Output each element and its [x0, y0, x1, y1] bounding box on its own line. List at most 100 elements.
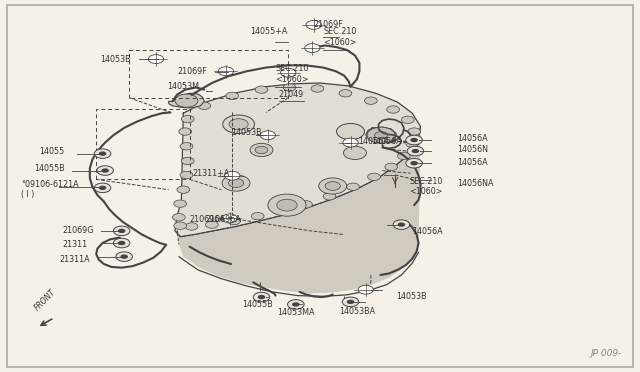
Text: 14053M: 14053M [168, 82, 200, 91]
Circle shape [407, 146, 424, 156]
Circle shape [406, 158, 422, 168]
Circle shape [275, 207, 288, 215]
Circle shape [410, 138, 418, 142]
Text: 14053B: 14053B [100, 55, 131, 64]
Text: 14056A: 14056A [457, 158, 487, 167]
Circle shape [226, 92, 239, 100]
Circle shape [228, 217, 241, 225]
Text: 21311+A: 21311+A [193, 169, 230, 177]
Circle shape [276, 199, 297, 211]
Text: 14056NA: 14056NA [457, 179, 493, 187]
Circle shape [116, 252, 132, 262]
Text: 14055B: 14055B [243, 300, 273, 309]
Circle shape [344, 146, 367, 160]
Circle shape [258, 295, 266, 299]
Circle shape [181, 157, 194, 165]
Text: 14053B: 14053B [396, 292, 427, 301]
Circle shape [173, 200, 186, 207]
Circle shape [280, 68, 296, 77]
Circle shape [406, 135, 422, 145]
Circle shape [118, 229, 125, 233]
Text: JP 009-: JP 009- [591, 349, 622, 358]
Circle shape [94, 183, 111, 193]
Circle shape [228, 179, 244, 187]
Circle shape [410, 161, 418, 166]
Circle shape [397, 222, 405, 227]
Circle shape [229, 119, 248, 130]
Circle shape [300, 201, 312, 208]
Text: 14056A: 14056A [412, 228, 443, 237]
Circle shape [252, 212, 264, 220]
Text: SEC.210
<1060>: SEC.210 <1060> [409, 177, 442, 196]
Circle shape [101, 169, 109, 173]
Circle shape [222, 214, 237, 223]
Circle shape [325, 182, 340, 190]
Circle shape [343, 138, 358, 147]
Circle shape [99, 186, 106, 190]
Text: °09106-6121A
( I ): °09106-6121A ( I ) [21, 180, 79, 199]
Text: 14053MA: 14053MA [276, 308, 314, 317]
Circle shape [305, 44, 320, 52]
Circle shape [401, 116, 414, 124]
Circle shape [177, 186, 189, 193]
Circle shape [287, 300, 304, 309]
Circle shape [367, 127, 395, 143]
Circle shape [385, 163, 397, 170]
Circle shape [198, 102, 211, 109]
Circle shape [179, 128, 191, 135]
Circle shape [368, 173, 380, 180]
Text: 14055B: 14055B [34, 164, 65, 173]
Circle shape [180, 142, 193, 150]
Text: 21069G: 21069G [63, 227, 94, 235]
Text: FRONT: FRONT [33, 288, 58, 313]
Circle shape [408, 128, 420, 135]
Text: 14055+A: 14055+A [250, 27, 287, 36]
Circle shape [342, 297, 359, 307]
Circle shape [94, 149, 111, 158]
Circle shape [412, 149, 419, 153]
Circle shape [118, 241, 125, 245]
Circle shape [337, 124, 365, 140]
Circle shape [173, 214, 185, 221]
Text: 21069F: 21069F [177, 67, 207, 77]
Circle shape [319, 178, 347, 194]
Text: 21311A: 21311A [60, 255, 90, 264]
Text: 14053BA: 14053BA [339, 307, 375, 315]
Text: 14053B: 14053B [231, 128, 262, 137]
Circle shape [374, 132, 387, 139]
Text: 14056A: 14056A [457, 134, 487, 143]
Circle shape [180, 171, 193, 179]
Circle shape [311, 85, 324, 92]
Circle shape [255, 146, 268, 154]
Circle shape [113, 226, 130, 235]
Circle shape [358, 285, 373, 294]
Circle shape [268, 194, 306, 216]
Circle shape [175, 94, 198, 107]
Circle shape [225, 171, 240, 180]
Text: 21311: 21311 [63, 240, 88, 249]
Circle shape [255, 86, 268, 93]
Circle shape [292, 302, 300, 307]
Text: SEC.210
<1060>: SEC.210 <1060> [323, 27, 356, 47]
Circle shape [347, 300, 355, 304]
Circle shape [397, 152, 410, 160]
Text: 14056A: 14056A [371, 137, 401, 146]
Circle shape [323, 193, 336, 200]
Text: 21069F: 21069F [314, 20, 344, 29]
Polygon shape [175, 83, 420, 237]
Circle shape [387, 106, 399, 113]
Circle shape [205, 221, 218, 228]
Circle shape [185, 223, 198, 230]
Polygon shape [366, 127, 396, 142]
Text: 14056A: 14056A [358, 137, 388, 146]
Circle shape [223, 115, 255, 134]
Circle shape [250, 143, 273, 157]
Text: 210696A: 210696A [189, 215, 225, 224]
Polygon shape [177, 126, 420, 294]
Circle shape [218, 67, 234, 76]
Text: 14055: 14055 [39, 147, 64, 155]
Circle shape [283, 84, 296, 91]
Circle shape [365, 97, 377, 104]
Circle shape [339, 90, 352, 97]
Circle shape [260, 131, 275, 140]
